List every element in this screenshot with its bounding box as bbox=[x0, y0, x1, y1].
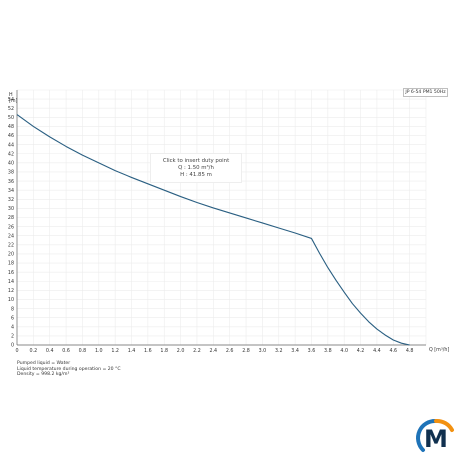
y-tick-label: 54 bbox=[8, 97, 14, 103]
tooltip-flow: Q : 1.50 m³/h bbox=[178, 165, 214, 171]
y-tick-label: 10 bbox=[8, 297, 14, 303]
x-tick-label: 3.6 bbox=[308, 348, 316, 354]
x-tick-label: 4.6 bbox=[389, 348, 397, 354]
y-tick-label: 32 bbox=[8, 197, 14, 203]
x-tick-label: 4.2 bbox=[357, 348, 365, 354]
series-layer bbox=[16, 114, 410, 346]
legend: JP 6-54 PM1 50Hz bbox=[403, 88, 448, 97]
x-tick-label: 1.8 bbox=[160, 348, 168, 354]
logo-ring-orange bbox=[434, 419, 454, 432]
y-tick-label: 12 bbox=[8, 288, 14, 294]
chart-axes bbox=[16, 90, 426, 346]
y-tick-label: 36 bbox=[8, 179, 14, 185]
y-tick-label: 34 bbox=[8, 188, 14, 194]
y-axis-ticks: 0246810121416182022242628303234363840424… bbox=[8, 97, 14, 349]
y-tick-label: 28 bbox=[8, 215, 14, 221]
y-tick-label: 8 bbox=[11, 306, 14, 312]
y-tick-label: 30 bbox=[8, 206, 14, 212]
y-tick-label: 40 bbox=[8, 161, 14, 167]
x-tick-label: 3.2 bbox=[275, 348, 283, 354]
x-tick-label: 3.4 bbox=[291, 348, 299, 354]
y-tick-label: 18 bbox=[8, 261, 14, 267]
y-tick-label: 46 bbox=[8, 133, 14, 139]
y-tick-label: 0 bbox=[11, 343, 14, 349]
x-tick-label: 1.4 bbox=[128, 348, 136, 354]
liquid-temperature: Liquid temperature during operation = 20… bbox=[17, 366, 121, 372]
y-tick-label: 14 bbox=[8, 279, 14, 285]
y-tick-label: 48 bbox=[8, 124, 14, 130]
x-tick-label: 4.8 bbox=[406, 348, 414, 354]
x-tick-label: 1.0 bbox=[95, 348, 103, 354]
x-tick-label: 2.4 bbox=[209, 348, 217, 354]
x-axis-label: Q [m³/h] bbox=[429, 347, 449, 353]
x-tick-label: 0.6 bbox=[62, 348, 70, 354]
x-tick-label: 3.0 bbox=[259, 348, 267, 354]
x-tick-label: 4.0 bbox=[340, 348, 348, 354]
x-tick-label: 0.8 bbox=[79, 348, 87, 354]
y-tick-label: 6 bbox=[11, 315, 14, 321]
y-tick-label: 38 bbox=[8, 170, 14, 176]
x-tick-label: 2.6 bbox=[226, 348, 234, 354]
x-tick-label: 0.2 bbox=[30, 348, 38, 354]
y-tick-label: 4 bbox=[11, 324, 14, 330]
x-tick-label: 3.8 bbox=[324, 348, 332, 354]
y-tick-label: 2 bbox=[11, 334, 14, 340]
logo-ring-blue bbox=[416, 418, 438, 452]
x-tick-label: 0 bbox=[15, 348, 18, 354]
logo-letter: M bbox=[424, 425, 448, 453]
x-tick-label: 0.4 bbox=[46, 348, 54, 354]
legend-entry: JP 6-54 PM1 50Hz bbox=[405, 90, 446, 95]
y-tick-label: 20 bbox=[8, 252, 14, 258]
x-tick-label: 2.2 bbox=[193, 348, 201, 354]
chart-grid bbox=[16, 89, 427, 346]
tooltip-head: H : 41.85 m bbox=[180, 172, 212, 178]
y-tick-label: 16 bbox=[8, 270, 14, 276]
brand-logo-icon: M bbox=[416, 418, 454, 453]
y-tick-label: 50 bbox=[8, 115, 14, 121]
y-tick-label: 44 bbox=[8, 142, 14, 148]
y-tick-label: 22 bbox=[8, 243, 14, 249]
y-tick-label: 52 bbox=[8, 106, 14, 112]
tooltip-instruction: Click to insert duty point bbox=[162, 158, 230, 164]
x-axis-ticks: 0 0.2 0.4 0.6 0.8 1.0 1.2 1.4 1.6 1.8 2.0 2.2 2.4 2.6… bbox=[15, 348, 413, 354]
x-tick-label: 4.4 bbox=[373, 348, 381, 354]
x-tick-label: 2.0 bbox=[177, 348, 185, 354]
liquid-density: Density = 998.2 kg/m³ bbox=[17, 372, 70, 378]
y-tick-label: 26 bbox=[8, 224, 14, 230]
series-line bbox=[16, 114, 410, 346]
x-tick-label: 2.8 bbox=[242, 348, 250, 354]
x-tick-label: 1.6 bbox=[144, 348, 152, 354]
x-tick-label: 1.2 bbox=[111, 348, 119, 354]
liquid-info: Pumped liquid = Water Liquid temperature… bbox=[17, 361, 121, 378]
y-axis-unit: H [m] bbox=[9, 92, 18, 104]
liquid-type: Pumped liquid = Water bbox=[17, 361, 71, 366]
y-tick-label: 24 bbox=[8, 233, 14, 239]
duty-point-tooltip[interactable]: Click to insert duty point Q : 1.50 m³/h… bbox=[150, 153, 242, 183]
y-tick-label: 42 bbox=[8, 151, 14, 157]
